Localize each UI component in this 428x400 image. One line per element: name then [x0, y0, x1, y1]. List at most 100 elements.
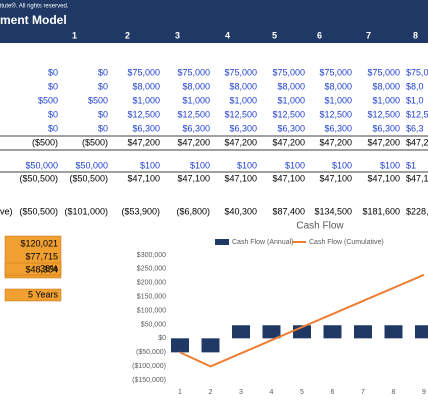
cell: $0 — [98, 81, 108, 91]
irr-box — [4, 262, 62, 276]
y-tick-label: ($100,000) — [132, 363, 166, 370]
cell: $12,500 — [127, 109, 160, 119]
line — [179, 273, 425, 368]
cell: $50,000 — [75, 160, 108, 170]
cell: $47,100 — [224, 173, 257, 183]
cell: $181,600 — [362, 206, 400, 216]
copyright: itute®. All rights reserved. — [0, 3, 69, 10]
cell: $12,500 — [272, 109, 305, 119]
cell: $40,300 — [224, 206, 257, 216]
cell: $8,000 — [132, 81, 160, 91]
cell: $100 — [285, 160, 305, 170]
cell: $47,200 — [319, 137, 352, 147]
cell: $47,100 — [272, 173, 305, 183]
cell: $8,000 — [324, 81, 352, 91]
legend-label: Cash Flow (Cumulative) — [309, 239, 384, 246]
cell: ($500) — [32, 137, 58, 147]
bar — [171, 338, 189, 353]
y-tick-label: $50,000 — [141, 321, 166, 328]
column-header: 6 — [317, 30, 322, 40]
cell: $47,100 — [319, 173, 352, 183]
x-tick-label: 6 — [331, 389, 335, 396]
y-tick-label: $250,000 — [137, 266, 166, 273]
y-tick-label: ($150,000) — [132, 377, 166, 384]
cell: $47,200 — [224, 137, 257, 147]
cell: $75,0 — [406, 67, 428, 77]
cell: $1 — [406, 160, 416, 170]
cell: $50,000 — [25, 160, 58, 170]
cell: $6,300 — [324, 123, 352, 133]
header-band — [0, 0, 428, 43]
cell: $6,300 — [372, 123, 400, 133]
cell: $6,300 — [182, 123, 210, 133]
column-header: 4 — [225, 30, 230, 40]
bar — [262, 325, 281, 339]
row-label: ve) — [0, 206, 13, 216]
cell: $47,200 — [177, 137, 210, 147]
chart-title: Cash Flow — [296, 221, 344, 232]
cell: $0 — [48, 67, 58, 77]
cell: $134,500 — [314, 206, 352, 216]
cell: $0 — [48, 81, 58, 91]
cell: $75,000 — [367, 67, 400, 77]
cell: $75,000 — [127, 67, 160, 77]
cell: $8,000 — [277, 81, 305, 91]
cell: $12,500 — [367, 109, 400, 119]
column-header: 3 — [175, 30, 180, 40]
cell: $12,5 — [406, 109, 428, 119]
cell: $75,000 — [272, 67, 305, 77]
cell: $47,100 — [177, 173, 210, 183]
irr: 36% — [40, 263, 58, 273]
cell: $47,1 — [406, 173, 428, 183]
x-tick-label: 7 — [361, 389, 365, 396]
column-header: 8 — [413, 30, 418, 40]
cell: $0 — [98, 123, 108, 133]
cell: $47,200 — [272, 137, 305, 147]
bar — [415, 325, 428, 339]
cell: $6,3 — [406, 123, 424, 133]
y-tick-label: $200,000 — [137, 280, 166, 287]
cell: ($101,000) — [64, 206, 108, 216]
column-header: 7 — [366, 30, 371, 40]
cell: $1,000 — [132, 95, 160, 105]
cell: ($50,500) — [19, 206, 58, 216]
cell: $0 — [98, 109, 108, 119]
x-tick-label: 8 — [392, 389, 396, 396]
bar — [232, 325, 250, 339]
cell: $100 — [190, 160, 210, 170]
summary-value: $120,021 — [20, 238, 58, 248]
x-tick-label: 2 — [209, 389, 213, 396]
cell: ($50,500) — [19, 173, 58, 183]
cell: $8,000 — [372, 81, 400, 91]
cell: ($6,800) — [176, 206, 210, 216]
legend-label: Cash Flow (Annual) — [232, 239, 293, 246]
cell: $47,2 — [406, 137, 428, 147]
y-tick-label: ($50,000) — [136, 349, 166, 356]
column-header: 5 — [272, 30, 277, 40]
cell: $75,000 — [224, 67, 257, 77]
bar — [384, 325, 403, 339]
x-tick-label: 9 — [422, 389, 426, 396]
cell: $47,100 — [127, 173, 160, 183]
legend-swatch — [215, 239, 229, 245]
cell: ($50,500) — [69, 173, 108, 183]
cell: $100 — [380, 160, 400, 170]
cell: $47,200 — [127, 137, 160, 147]
cell: $1,0 — [406, 95, 424, 105]
cell: ($500) — [82, 137, 108, 147]
x-tick-label: 5 — [300, 389, 304, 396]
cell: $47,200 — [367, 137, 400, 147]
column-header: 2 — [125, 30, 130, 40]
bar — [354, 325, 372, 339]
bar — [323, 325, 342, 339]
cell: $8,0 — [406, 81, 424, 91]
cell: $75,000 — [319, 67, 352, 77]
cell: $500 — [38, 95, 58, 105]
cell: $8,000 — [229, 81, 257, 91]
cell: $0 — [98, 67, 108, 77]
x-tick-label: 1 — [178, 389, 182, 396]
summary-value: $48,354 — [25, 264, 58, 274]
cell: $100 — [237, 160, 257, 170]
cell: $12,500 — [177, 109, 210, 119]
sheet-title: ment Model — [0, 13, 67, 27]
